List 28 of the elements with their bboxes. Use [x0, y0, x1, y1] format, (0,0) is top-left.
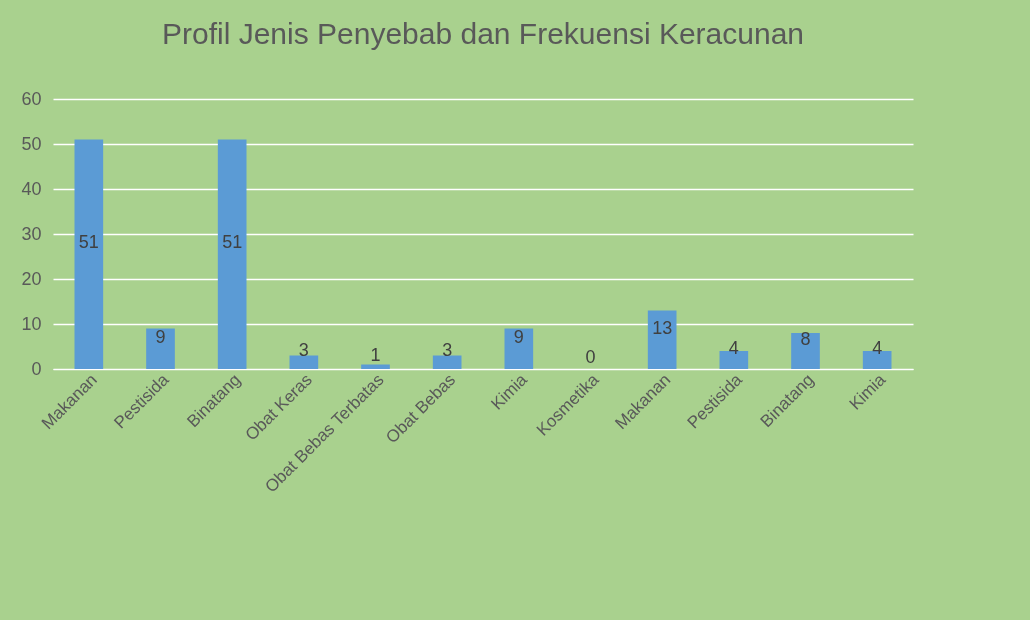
- data-label: 4: [872, 338, 883, 358]
- data-label: 9: [513, 326, 524, 347]
- data-label: 8: [800, 329, 811, 349]
- data-label: 51: [222, 232, 243, 253]
- y-tick-label: 50: [21, 133, 42, 154]
- bar: [217, 139, 247, 369]
- bar: [647, 310, 677, 369]
- bar: [432, 355, 462, 369]
- y-tick-label: 10: [21, 313, 42, 334]
- data-label: 0: [585, 347, 596, 367]
- bar: [74, 139, 104, 369]
- data-label: 13: [652, 317, 673, 338]
- data-label: 3: [442, 340, 453, 361]
- bar: [361, 364, 390, 369]
- y-tick-label: 40: [21, 178, 42, 199]
- bar: [289, 355, 319, 369]
- y-tick-label: 30: [21, 223, 42, 244]
- data-label: 4: [728, 338, 739, 358]
- data-label: 3: [298, 340, 309, 361]
- bar: [791, 333, 820, 369]
- chart-title: Profil Jenis Penyebab dan Frekuensi Keracunan: [161, 17, 805, 50]
- bar: [146, 328, 175, 369]
- y-tick-label: 0: [31, 358, 42, 379]
- y-tick-label: 60: [21, 88, 42, 109]
- data-label: 9: [155, 326, 166, 347]
- data-label: 1: [370, 344, 381, 365]
- data-label: 51: [78, 232, 99, 253]
- y-tick-label: 20: [21, 268, 42, 289]
